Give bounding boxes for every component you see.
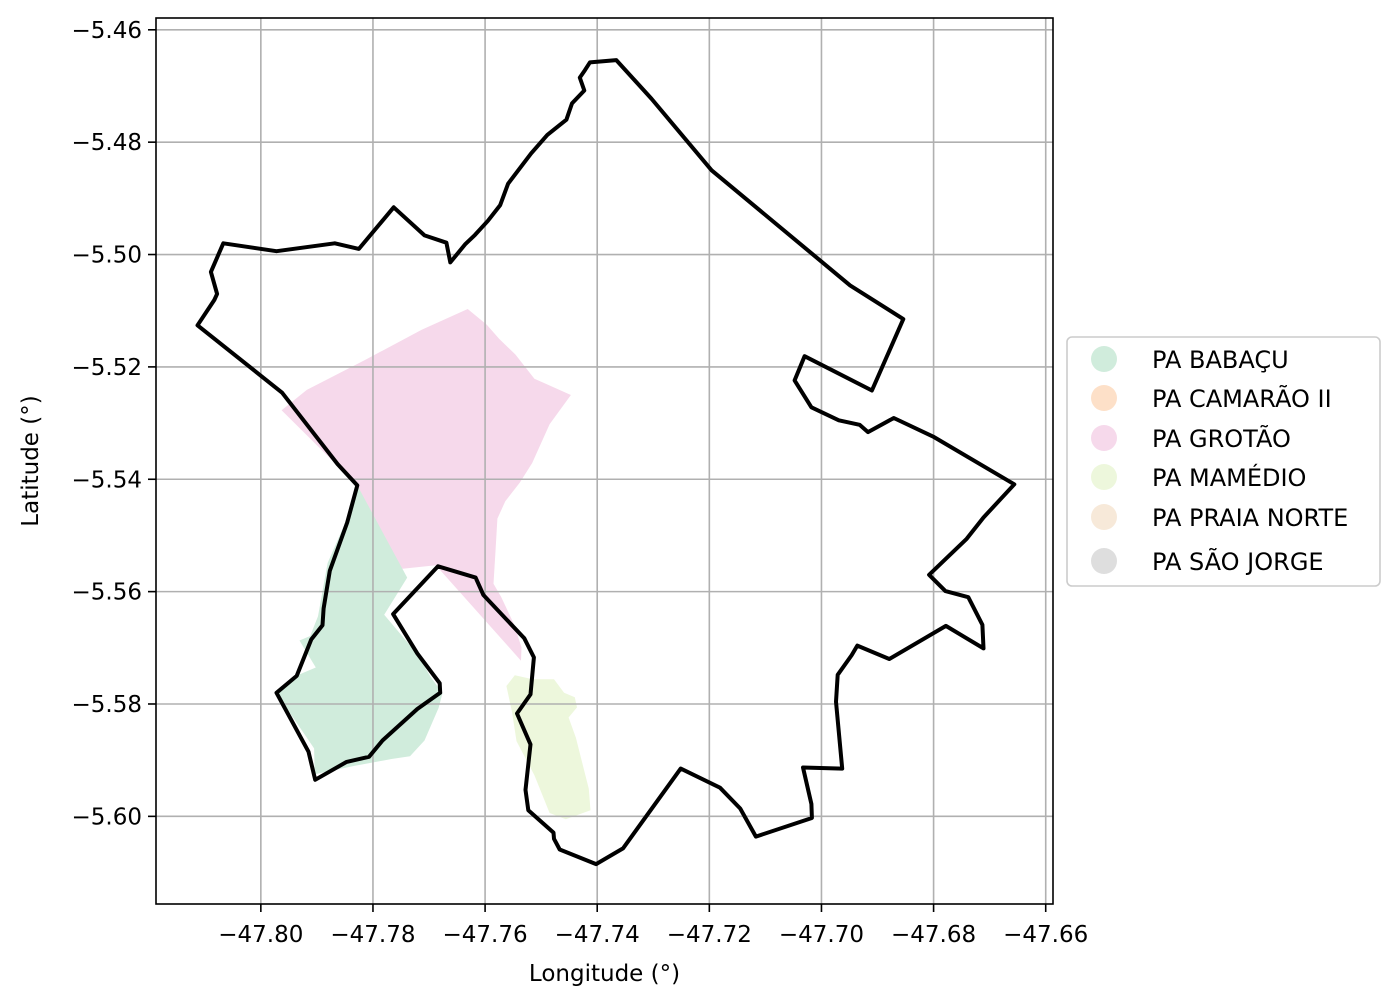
x-tick-label: −47.66 [1003, 922, 1088, 948]
y-tick-label: −5.52 [72, 355, 142, 381]
area-pa-grotao [281, 309, 571, 661]
legend-label: PA SÃO JORGE [1152, 546, 1324, 576]
legend-entry-pa-mamedio: PA MAMÉDIO [1091, 463, 1306, 492]
x-axis-ticks: −47.80 −47.78 −47.76 −47.74 −47.72 −47.70 −47.… [218, 904, 1088, 948]
y-tick-label: −5.54 [72, 467, 142, 493]
legend-entry-pa-grotao: PA GROTÃO [1091, 423, 1291, 453]
y-tick-label: −5.56 [72, 580, 142, 606]
x-tick-label: −47.70 [779, 922, 864, 948]
municipality-boundary [195, 58, 1017, 867]
boundary-layer [195, 58, 1017, 867]
y-tick-label: −5.60 [72, 804, 142, 830]
settlement-areas [276, 309, 591, 820]
legend-entry-pa-praia-norte: PA PRAIA NORTE [1091, 504, 1348, 532]
legend-entry-pa-sao-jorge: PA SÃO JORGE [1091, 546, 1324, 576]
legend-label: PA BABAÇU [1152, 346, 1289, 374]
legend-marker [1091, 385, 1117, 411]
y-tick-label: −5.46 [72, 18, 142, 44]
y-tick-label: −5.58 [72, 692, 142, 718]
x-tick-label: −47.80 [218, 922, 303, 948]
x-tick-label: −47.78 [330, 922, 415, 948]
legend-label: PA MAMÉDIO [1152, 463, 1306, 492]
y-tick-label: −5.48 [72, 130, 142, 156]
legend-marker [1091, 346, 1117, 372]
y-axis-ticks: −5.46 −5.48 −5.50 −5.52 −5.54 −5.56 −5.58 −5.60 [72, 18, 156, 830]
plot-frame [155, 17, 1054, 905]
x-tick-label: −47.76 [443, 922, 528, 948]
legend-label: PA CAMARÃO II [1152, 383, 1332, 413]
x-tick-label: −47.72 [667, 922, 752, 948]
y-axis-label: Latitude (°) [18, 395, 44, 526]
area-pa-mamedio [506, 675, 591, 820]
legend-marker [1091, 548, 1117, 574]
legend-label: PA PRAIA NORTE [1152, 504, 1348, 532]
legend: PA BABAÇU PA CAMARÃO II PA GROTÃO PA MAMÉDI… [1066, 336, 1381, 587]
grid-lines [156, 18, 1053, 904]
legend-entry-pa-camarao-ii: PA CAMARÃO II [1091, 383, 1332, 413]
x-tick-label: −47.74 [555, 922, 640, 948]
legend-box [1066, 336, 1381, 587]
legend-marker [1091, 504, 1117, 530]
y-tick-label: −5.50 [72, 243, 142, 269]
area-pa-babacu [276, 485, 443, 775]
x-tick-label: −47.68 [891, 922, 976, 948]
legend-marker [1091, 425, 1117, 451]
legend-label: PA GROTÃO [1152, 423, 1291, 453]
legend-entry-pa-babacu: PA BABAÇU [1091, 346, 1289, 374]
legend-marker [1091, 464, 1117, 490]
x-axis-label: Longitude (°) [529, 961, 680, 987]
